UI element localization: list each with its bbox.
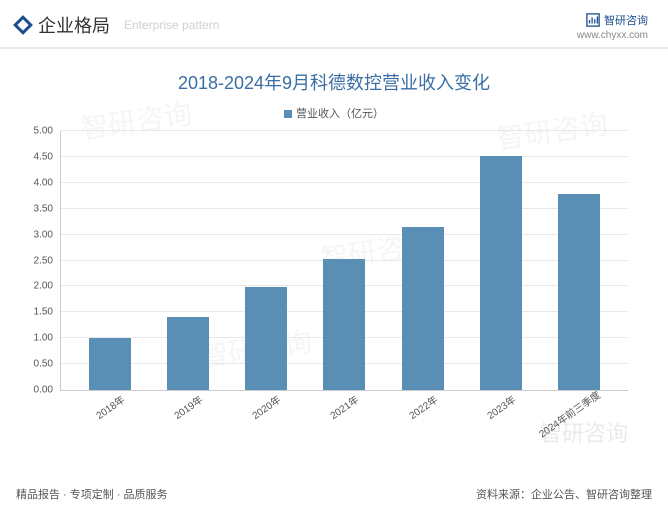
brand-logo-icon — [586, 13, 600, 27]
bar — [323, 259, 365, 390]
header-subtitle: Enterprise pattern — [124, 18, 219, 32]
x-tick-label: 2023年 — [483, 391, 518, 422]
footer-left: 精品报告 · 专项定制 · 品质服务 — [16, 486, 168, 502]
y-tick-label: 1.00 — [34, 333, 53, 344]
bar — [245, 287, 287, 390]
bar — [558, 194, 600, 390]
x-tick-label: 2018年 — [92, 391, 127, 422]
y-tick-label: 3.00 — [34, 229, 53, 240]
bar-slot: 2018年 — [71, 131, 149, 390]
footer-right: 资料来源：企业公告、智研咨询整理 — [476, 486, 652, 502]
legend-marker-icon — [284, 110, 292, 118]
y-tick-label: 4.50 — [34, 151, 53, 162]
bar — [167, 317, 209, 390]
header-left: 企业格局 Enterprise pattern — [16, 12, 219, 38]
header-bar: 企业格局 Enterprise pattern 智研咨询 www.chyxx.c… — [0, 0, 668, 49]
y-tick-label: 4.00 — [34, 177, 53, 188]
bar — [402, 227, 444, 390]
header-right: 智研咨询 www.chyxx.com — [577, 12, 648, 41]
bar-slot: 2020年 — [227, 131, 305, 390]
header-title: 企业格局 — [38, 12, 110, 38]
bars-container: 2018年2019年2020年2021年2022年2023年2024年前三季度 — [61, 131, 628, 390]
y-tick-label: 0.50 — [34, 359, 53, 370]
bar-slot: 2021年 — [305, 131, 383, 390]
bar-slot: 2022年 — [384, 131, 462, 390]
y-tick-label: 2.50 — [34, 255, 53, 266]
footer-bar: 精品报告 · 专项定制 · 品质服务 资料来源：企业公告、智研咨询整理 — [0, 486, 668, 502]
y-tick-label: 1.50 — [34, 307, 53, 318]
brand-url: www.chyxx.com — [577, 30, 648, 41]
chart-title: 2018-2024年9月科德数控营业收入变化 — [0, 69, 668, 95]
diamond-icon — [13, 15, 33, 35]
bar-slot: 2019年 — [149, 131, 227, 390]
bar-slot: 2023年 — [462, 131, 540, 390]
y-axis-labels: 0.000.501.001.502.002.503.003.504.004.50… — [21, 131, 57, 390]
x-tick-label: 2024年前三季度 — [535, 387, 603, 441]
bar-slot: 2024年前三季度 — [540, 131, 618, 390]
y-tick-label: 0.00 — [34, 385, 53, 396]
x-tick-label: 2020年 — [249, 391, 284, 422]
bar — [89, 338, 131, 390]
y-tick-label: 2.00 — [34, 281, 53, 292]
bar — [480, 156, 522, 390]
legend-label: 营业收入（亿元） — [296, 108, 384, 120]
x-tick-label: 2022年 — [405, 391, 440, 422]
plot-region: 0.000.501.001.502.002.503.003.504.004.50… — [60, 131, 628, 391]
y-tick-label: 5.00 — [34, 126, 53, 137]
y-tick-label: 3.50 — [34, 203, 53, 214]
brand-row: 智研咨询 — [577, 12, 648, 28]
x-tick-label: 2021年 — [327, 391, 362, 422]
chart-legend: 营业收入（亿元） — [0, 105, 668, 121]
brand-name: 智研咨询 — [604, 12, 648, 28]
x-tick-label: 2019年 — [171, 391, 206, 422]
chart-area: 0.000.501.001.502.002.503.003.504.004.50… — [60, 131, 628, 431]
